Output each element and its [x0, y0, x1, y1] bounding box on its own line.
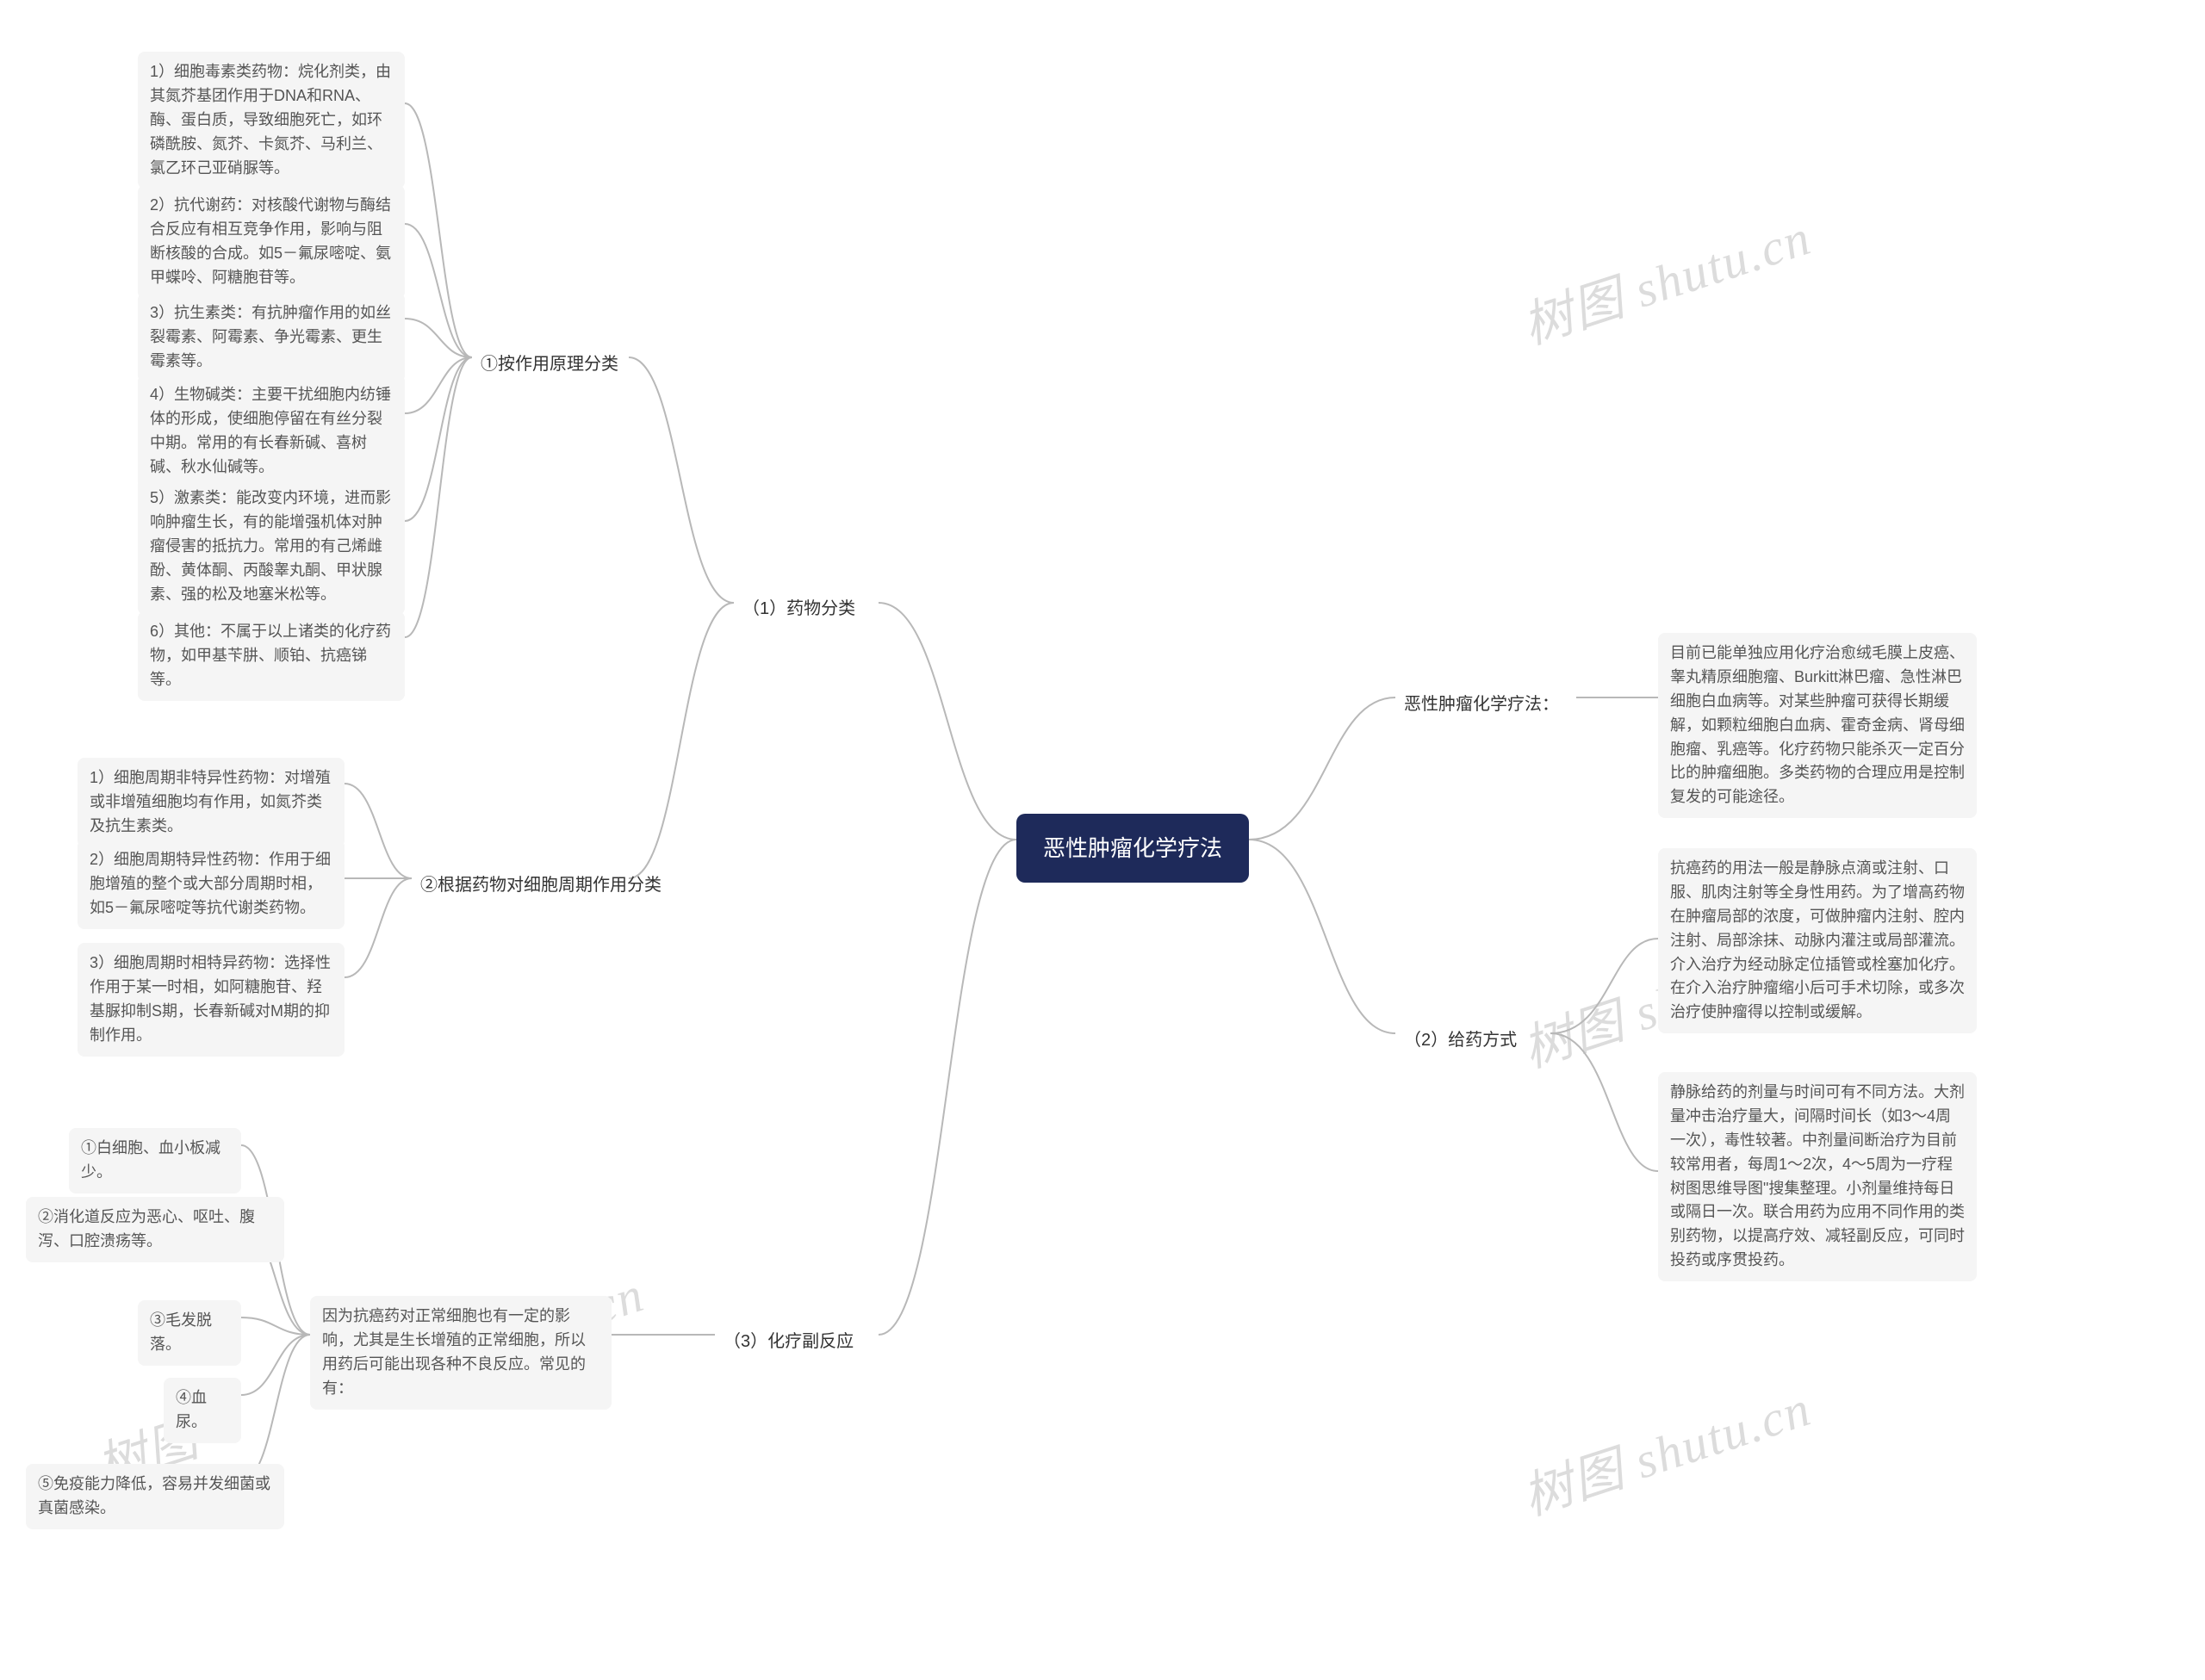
side-effect-intro: 因为抗癌药对正常细胞也有一定的影响，尤其是生长增殖的正常细胞，所以用药后可能出现…: [310, 1296, 612, 1410]
leaf-hormone: 5）激素类：能改变内环境，进而影响肿瘤生长，有的能增强机体对肿瘤侵害的抵抗力。常…: [138, 478, 405, 615]
branch-administration: （2）给药方式: [1395, 1020, 1525, 1056]
branch-drug-classification: （1）药物分类: [734, 589, 864, 624]
leaf-cytotoxic: 1）细胞毒素类药物：烷化剂类，由其氮芥基团作用于DNA和RNA、酶、蛋白质，导致…: [138, 52, 405, 189]
sub-by-cycle: ②根据药物对细胞周期作用分类: [412, 865, 670, 901]
leaf-antibiotic: 3）抗生素类：有抗肿瘤作用的如丝裂霉素、阿霉素、争光霉素、更生霉素等。: [138, 293, 405, 382]
leaf-alkaloid: 4）生物碱类：主要干扰细胞内纺锤体的形成，使细胞停留在有丝分裂中期。常用的有长春…: [138, 375, 405, 488]
watermark: 树图 shutu.cn: [1512, 196, 1819, 357]
leaf-antimetabolite: 2）抗代谢药：对核酸代谢物与酶结合反应有相互竞争作用，影响与阻断核酸的合成。如5…: [138, 185, 405, 299]
sub-by-principle: ①按作用原理分类: [472, 344, 627, 380]
leaf-gi: ②消化道反应为恶心、呕吐、腹泻、口腔溃疡等。: [26, 1197, 284, 1262]
leaf-phase-specific: 3）细胞周期时相特异药物：选择性作用于某一时相，如阿糖胞苷、羟基脲抑制S期，长春…: [78, 943, 345, 1057]
leaf-immune: ⑤免疫能力降低，容易并发细菌或真菌感染。: [26, 1464, 284, 1529]
center-node: 恶性肿瘤化学疗法: [1016, 814, 1249, 883]
watermark: 树图 shutu.cn: [1512, 1367, 1819, 1528]
leaf-cycle-nonspecific: 1）细胞周期非特异性药物：对增殖或非增殖细胞均有作用，如氮芥类及抗生素类。: [78, 758, 345, 847]
branch-overview: 恶性肿瘤化学疗法：: [1395, 685, 1568, 720]
leaf-hematuria: ④血尿。: [164, 1378, 241, 1443]
leaf-cycle-specific: 2）细胞周期特异性药物：作用于细胞增殖的整个或大部分周期时相，如5－氟尿嘧啶等抗…: [78, 840, 345, 929]
leaf-other: 6）其他：不属于以上诸类的化疗药物，如甲基苄肼、顺铂、抗癌锑等。: [138, 611, 405, 701]
leaf-hair: ③毛发脱落。: [138, 1300, 241, 1366]
leaf-wbc: ①白细胞、血小板减少。: [69, 1128, 241, 1193]
branch-side-effects: （3）化疗副反应: [715, 1322, 862, 1357]
leaf-admin-route: 抗癌药的用法一般是静脉点滴或注射、口服、肌肉注射等全身性用药。为了增高药物在肿瘤…: [1658, 848, 1977, 1033]
leaf-overview: 目前已能单独应用化疗治愈绒毛膜上皮癌、睾丸精原细胞瘤、Burkitt淋巴瘤、急性…: [1658, 633, 1977, 818]
leaf-admin-dose: 静脉给药的剂量与时间可有不同方法。大剂量冲击治疗量大，间隔时间长（如3～4周一次…: [1658, 1072, 1977, 1281]
